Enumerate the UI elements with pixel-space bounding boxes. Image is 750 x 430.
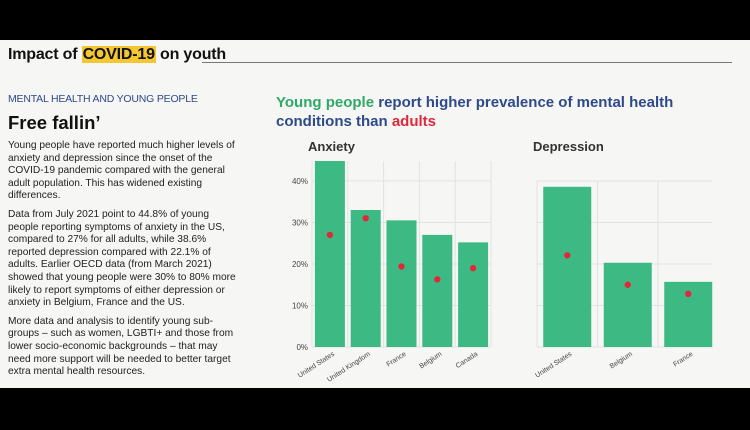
anxiety-bar-young: [314, 161, 345, 347]
header-rule: [202, 62, 732, 63]
anxiety-ytick-label: 20%: [292, 260, 308, 269]
depression-dot-adults: [685, 290, 692, 298]
chart-heading: Young people report higher prevalence of…: [276, 93, 736, 131]
depression-category-label: France: [672, 351, 694, 369]
anxiety-category-label: Canada: [455, 351, 479, 370]
anxiety-ytick-label: 40%: [292, 177, 308, 186]
section-header: Impact of COVID-19 on youth: [8, 46, 226, 64]
anxiety-bar-young: [458, 242, 489, 347]
article-title: Free fallin’: [8, 112, 101, 133]
chart-heading-young: Young people: [276, 94, 375, 111]
anxiety-dot-adults: [469, 264, 477, 272]
depression-category-label: United States: [534, 351, 573, 380]
anxiety-bar-young: [386, 220, 417, 347]
depression-chart-title: Depression: [533, 139, 604, 154]
anxiety-ytick-label: 0%: [296, 343, 308, 352]
anxiety-category-label: France: [385, 351, 407, 369]
chart-heading-adults: adults: [391, 113, 437, 130]
chart-heading-middle: report higher prevalence of mental healt…: [276, 94, 674, 130]
anxiety-ytick-label: 10%: [292, 301, 308, 310]
article-paragraph-1: Young people have reported much higher l…: [8, 140, 235, 202]
anxiety-chart-title: Anxiety: [308, 139, 355, 154]
anxiety-category-label: Belgium: [418, 351, 443, 371]
anxiety-dot-adults: [398, 263, 405, 270]
header-prefix: Impact of: [8, 46, 78, 63]
anxiety-bar-young: [350, 209, 381, 347]
header-highlight: COVID-19: [81, 46, 156, 63]
article-page: Impact of COVID-19 on youth MENTAL HEALT…: [0, 40, 750, 388]
article-body: Young people have reported much higher l…: [8, 140, 240, 385]
anxiety-dot-adults: [326, 231, 334, 239]
anxiety-dot-adults: [362, 215, 369, 222]
anxiety-bar-young: [422, 234, 453, 347]
depression-dot-adults: [564, 252, 571, 259]
depression-category-label: Belgium: [609, 351, 634, 371]
depression-dot-adults: [624, 281, 631, 288]
article-kicker: MENTAL HEALTH AND YOUNG PEOPLE: [8, 93, 198, 105]
article-paragraph-3: More data and analysis to identify young…: [8, 315, 234, 378]
header-suffix: on youth: [160, 46, 226, 63]
depression-bar-young: [603, 262, 652, 347]
depression-bar-young: [543, 186, 592, 347]
anxiety-dot-adults: [434, 276, 441, 283]
anxiety-ytick-label: 30%: [292, 218, 308, 227]
article-paragraph-2: Data from July 2021 point to 44.8% of yo…: [8, 208, 236, 309]
